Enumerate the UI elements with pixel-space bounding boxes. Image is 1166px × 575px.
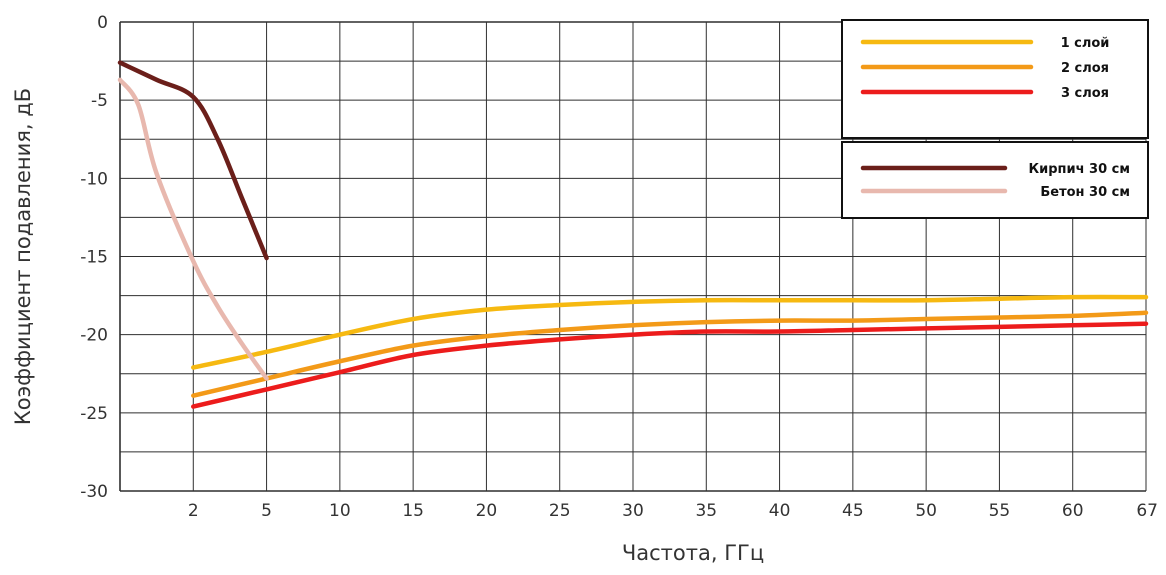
y-tick-label: -25 (80, 404, 108, 424)
legends: 1 слой 2 слоя 3 слоя Кирпич 30 см Бетон 30 с… (841, 19, 1149, 219)
legend-label: Кирпич 30 см (1028, 162, 1130, 177)
series-line-0 (191, 294, 1149, 370)
series-line-4 (117, 77, 269, 381)
x-tick-label: 55 (989, 501, 1011, 521)
series-line-3 (117, 60, 269, 261)
x-tick-label: 40 (769, 501, 791, 521)
y-tick-label: -10 (80, 169, 108, 189)
y-tick-label: -5 (91, 91, 108, 111)
x-tick-label: 5 (261, 501, 272, 521)
x-tick-label: 45 (842, 501, 864, 521)
legend-box (841, 141, 1149, 219)
legend-label: Бетон 30 см (1040, 185, 1130, 200)
series-line-2 (191, 321, 1149, 409)
x-tick-label: 25 (549, 501, 571, 521)
y-axis-title: Коэффициент подавления, дБ (11, 88, 35, 425)
legend-label: 1 слой (1061, 36, 1110, 51)
legend-label: 3 слоя (1061, 86, 1109, 101)
axes: 0-5-10-15-20-25-302 5 10 15 20 25 30 35 40 45 50 55… (11, 13, 1158, 565)
y-tick-label: -15 (80, 248, 108, 268)
x-tick-label: 20 (476, 501, 498, 521)
x-tick-label: 2 (188, 501, 199, 521)
y-tick-label: -20 (80, 326, 108, 346)
y-tick-label: -30 (80, 482, 108, 502)
x-tick-label: 30 (622, 501, 644, 521)
x-tick-label: 10 (329, 501, 351, 521)
legend-box (841, 19, 1149, 139)
x-tick-label: 15 (402, 501, 424, 521)
x-axis-title: Частота, ГГц (622, 541, 764, 565)
x-tick-label: 60 (1062, 501, 1084, 521)
series-lines (117, 60, 1149, 409)
x-tick-label: 67 (1136, 501, 1158, 521)
x-tick-label: 35 (695, 501, 717, 521)
series-line-1 (191, 310, 1149, 398)
y-tick-label: 0 (97, 13, 108, 33)
legend-label: 2 слоя (1061, 61, 1109, 76)
x-tick-label: 50 (915, 501, 937, 521)
